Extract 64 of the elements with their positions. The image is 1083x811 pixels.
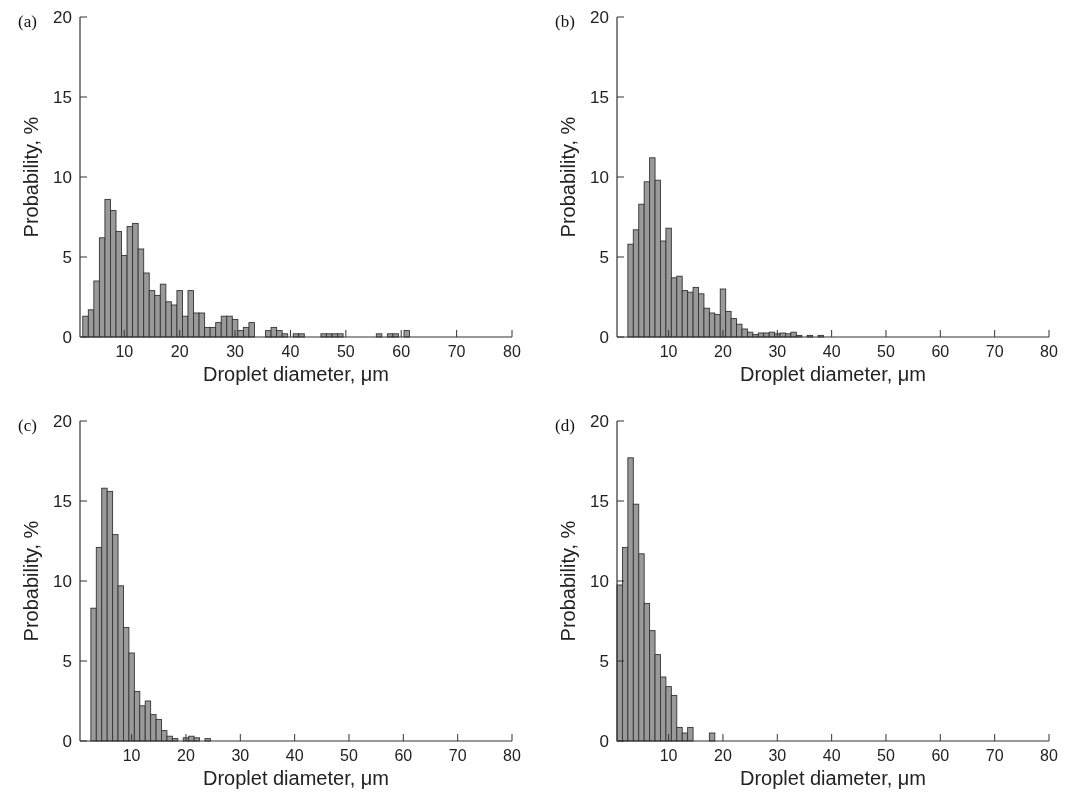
x-tick-label: 60	[931, 747, 950, 764]
chart-title: (c)	[18, 416, 37, 435]
y-tick-label: 5	[62, 652, 72, 671]
chart-title: (d)	[555, 416, 575, 435]
y-axis-title: Probability, %	[20, 116, 42, 238]
y-tick-label: 0	[599, 732, 609, 751]
x-tick-label: 50	[877, 343, 895, 360]
x-tick-label: 80	[1040, 343, 1058, 360]
y-tick-label: 15	[590, 88, 609, 107]
chart-title: (b)	[555, 12, 575, 31]
x-tick-label: 10	[115, 343, 134, 360]
x-tick-label: 10	[659, 747, 678, 764]
x-tick-label: 40	[822, 747, 841, 764]
y-axis-title: Probability, %	[20, 520, 42, 642]
x-axis-title: Droplet diameter, μm	[202, 767, 390, 789]
chart-title: (a)	[18, 12, 37, 31]
x-tick-label: 40	[281, 343, 300, 360]
x-tick-label: 10	[122, 747, 141, 764]
x-tick-label: 20	[170, 343, 189, 360]
x-tick-label: 30	[768, 343, 787, 360]
x-tick-label: 80	[503, 343, 521, 360]
x-tick-label: 60	[931, 343, 950, 360]
x-tick-label: 40	[822, 343, 841, 360]
x-tick-label: 40	[285, 747, 304, 764]
x-tick-label: 30	[231, 747, 250, 764]
x-tick-label: 30	[768, 747, 787, 764]
x-tick-label: 20	[714, 747, 732, 764]
y-axis-title: Probability, %	[557, 520, 579, 642]
x-tick-label: 70	[447, 343, 466, 360]
y-tick-label: 0	[62, 328, 72, 347]
y-tick-label: 5	[599, 248, 609, 267]
x-axis-title: Droplet diameter, μm	[202, 363, 390, 385]
x-tick-label: 20	[714, 343, 732, 360]
x-tick-label: 20	[177, 747, 195, 764]
x-tick-label: 80	[1040, 747, 1058, 764]
y-tick-label: 0	[62, 732, 72, 751]
y-tick-label: 15	[53, 88, 72, 107]
x-tick-label: 70	[985, 747, 1004, 764]
y-tick-label: 20	[590, 412, 609, 431]
y-tick-label: 15	[53, 492, 72, 511]
y-tick-label: 0	[599, 328, 609, 347]
x-tick-label: 60	[394, 747, 413, 764]
y-axis-title: Probability, %	[557, 116, 579, 238]
y-tick-label: 20	[53, 8, 72, 27]
y-tick-label: 10	[53, 572, 72, 591]
x-tick-label: 50	[336, 343, 355, 360]
x-tick-label: 50	[877, 747, 895, 764]
x-tick-label: 70	[985, 343, 1004, 360]
y-tick-label: 20	[590, 8, 609, 27]
x-axis-title: Droplet diameter, μm	[739, 363, 927, 385]
y-tick-label: 5	[599, 652, 609, 671]
x-tick-label: 80	[503, 747, 521, 764]
x-tick-label: 50	[340, 747, 358, 764]
y-tick-label: 15	[590, 492, 609, 511]
x-tick-label: 70	[448, 747, 467, 764]
x-tick-label: 60	[392, 343, 411, 360]
x-axis-title: Droplet diameter, μm	[739, 767, 927, 789]
y-tick-label: 5	[62, 248, 72, 267]
y-tick-label: 10	[53, 168, 72, 187]
x-tick-label: 30	[226, 343, 245, 360]
y-tick-label: 10	[590, 168, 609, 187]
x-tick-label: 10	[659, 343, 678, 360]
y-tick-label: 10	[590, 572, 609, 591]
y-tick-label: 20	[53, 412, 72, 431]
